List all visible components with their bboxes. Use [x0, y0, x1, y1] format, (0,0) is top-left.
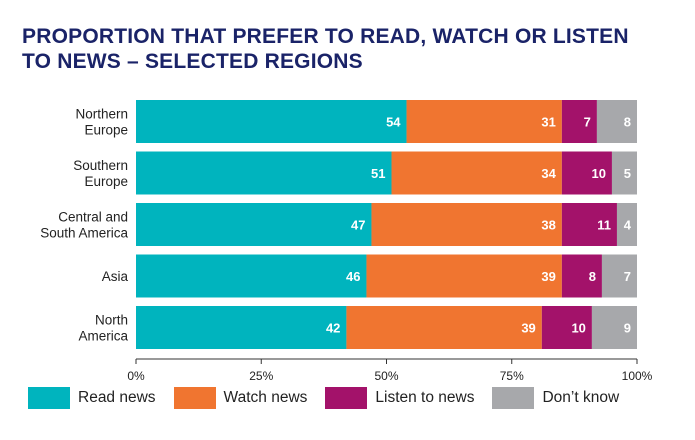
data-label-don-t-know-asia: 7: [624, 269, 631, 284]
chart-title-line-2: TO NEWS – SELECTED REGIONS: [22, 50, 363, 73]
category-label-southern-europe: Southern Europe: [73, 158, 128, 189]
category-label-asia: Asia: [102, 269, 129, 284]
bar-read-news-asia: [136, 254, 367, 298]
data-label-listen-to-news-southern-europe: 10: [591, 166, 605, 181]
bar-read-news-northern-europe: [136, 100, 407, 143]
data-label-read-news-asia: 46: [346, 269, 360, 284]
bar-don-t-know-north-america: [591, 306, 637, 349]
bar-listen-to-news-asia: [561, 254, 602, 298]
bar-don-t-know-central-and-south-america: [616, 203, 637, 246]
data-label-don-t-know-southern-europe: 5: [624, 166, 631, 181]
bar-don-t-know-southern-europe: [611, 151, 637, 195]
data-label-don-t-know-northern-europe: 8: [624, 115, 631, 130]
bar-read-news-north-america: [136, 306, 347, 349]
bar-watch-news-asia: [366, 254, 562, 298]
bar-listen-to-news-north-america: [541, 306, 592, 349]
legend: Read news Watch news Listen to news Don’…: [28, 386, 637, 410]
bar-listen-to-news-central-and-south-america: [561, 203, 617, 246]
bar-watch-news-north-america: [346, 306, 542, 349]
bar-watch-news-central-and-south-america: [371, 203, 562, 246]
legend-label-read: Read news: [78, 389, 156, 406]
data-label-watch-news-north-america: 39: [521, 321, 535, 336]
data-label-watch-news-southern-europe: 34: [541, 166, 556, 181]
data-label-watch-news-central-and-south-america: 38: [541, 218, 555, 233]
data-label-watch-news-northern-europe: 31: [541, 115, 555, 130]
legend-item-dont-know: Don’t know: [492, 387, 619, 409]
data-label-listen-to-news-northern-europe: 7: [584, 115, 591, 130]
legend-label-dont-know: Don’t know: [542, 389, 620, 406]
bar-don-t-know-asia: [601, 254, 637, 298]
bar-listen-to-news-southern-europe: [561, 151, 612, 195]
data-label-listen-to-news-central-and-south-america: 11: [597, 218, 611, 233]
legend-swatch-read: [28, 387, 70, 409]
bar-read-news-southern-europe: [136, 151, 392, 195]
legend-swatch-watch: [173, 387, 216, 409]
bar-don-t-know-northern-europe: [596, 100, 637, 143]
bar-listen-to-news-northern-europe: [561, 100, 597, 143]
chart-title-line-1: PROPORTION THAT PREFER TO READ, WATCH OR…: [22, 25, 629, 48]
x-tick-label-25: 25%: [249, 369, 273, 380]
legend-item-watch: Watch news: [173, 387, 308, 409]
category-label-north-america: North America: [78, 313, 128, 344]
data-label-listen-to-news-asia: 8: [589, 269, 596, 284]
data-label-don-t-know-central-and-south-america: 4: [624, 218, 632, 233]
legend-item-listen: Listen to news: [325, 387, 474, 409]
data-label-don-t-know-north-america: 9: [624, 321, 631, 336]
bar-watch-news-southern-europe: [391, 151, 562, 195]
data-label-read-news-northern-europe: 54: [386, 115, 401, 130]
legend-swatch-listen: [325, 387, 368, 409]
legend-item-read: Read news: [28, 387, 156, 409]
data-label-watch-news-asia: 39: [541, 269, 555, 284]
data-label-read-news-central-and-south-america: 47: [351, 218, 365, 233]
data-label-read-news-north-america: 42: [326, 321, 340, 336]
x-tick-label-0: 0%: [127, 369, 145, 380]
legend-swatch-dont-know: [492, 387, 535, 409]
bar-watch-news-northern-europe: [406, 100, 562, 143]
x-tick-label-100: 100%: [622, 369, 653, 380]
legend-label-watch: Watch news: [223, 389, 308, 406]
legend-label-listen: Listen to news: [375, 389, 475, 406]
x-tick-label-50: 50%: [374, 369, 398, 380]
chart-title: PROPORTION THAT PREFER TO READ, WATCH OR…: [22, 24, 662, 74]
x-tick-label-75: 75%: [500, 369, 524, 380]
data-label-listen-to-news-north-america: 10: [571, 321, 585, 336]
data-label-read-news-southern-europe: 51: [371, 166, 385, 181]
category-label-central-and-south-america: Central and South America: [40, 210, 128, 241]
bar-read-news-central-and-south-america: [136, 203, 372, 246]
category-label-northern-europe: Northern Europe: [75, 107, 128, 138]
